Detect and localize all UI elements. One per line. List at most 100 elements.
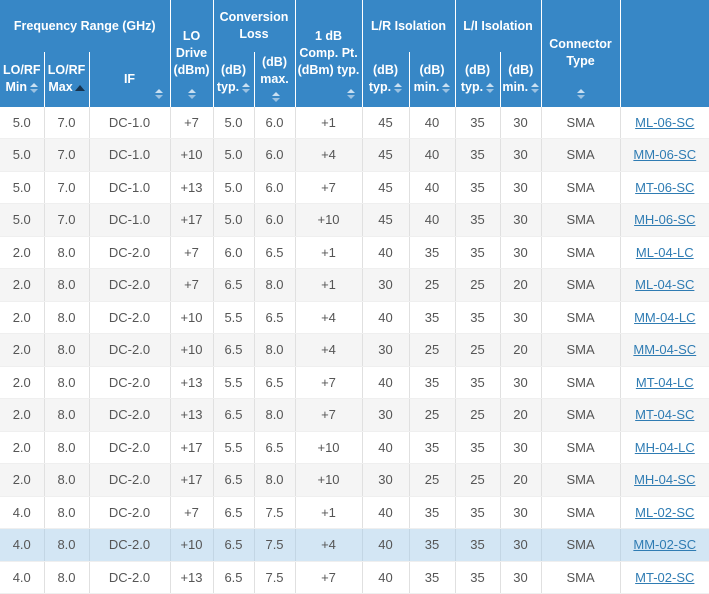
header-label: (dB) typ. [460, 63, 491, 95]
cell-li-isolation-min: 30 [500, 496, 542, 530]
header-lo-rf-max[interactable]: LO/RF Max [44, 52, 90, 107]
cell-model: MM-06-SC [620, 138, 709, 172]
table-body: 5.0 7.0 DC-1.0 +7 5.0 6.0 +1 45 40 35 30 SMA ML-06-S… [0, 106, 709, 594]
sort-icon[interactable] [576, 88, 585, 99]
cell-connector-type: SMA [541, 528, 621, 562]
cell-lo-rf-min: 4.0 [0, 561, 45, 594]
header-label: Connector Type [549, 37, 612, 69]
cell-comp-pt: +1 [295, 236, 363, 270]
cell-connector-type: SMA [541, 171, 621, 205]
model-link[interactable]: MH-04-LC [634, 439, 695, 455]
header-label: LO/RF Max [47, 63, 86, 95]
cell-connector-type: SMA [541, 301, 621, 335]
table-row: 2.0 8.0 DC-2.0 +13 6.5 8.0 +7 30 25 25 20 SMA MT-04-… [0, 398, 709, 432]
cell-conversion-loss-max: 8.0 [254, 463, 296, 497]
header-label: (dB) typ. [368, 63, 399, 95]
header-li-isolation-min[interactable]: (dB) min. [500, 52, 542, 107]
model-link[interactable]: MT-06-SC [635, 179, 695, 195]
sort-icon[interactable] [187, 88, 196, 99]
model-link[interactable]: MM-06-SC [633, 147, 697, 163]
cell-li-isolation-typ: 35 [455, 528, 501, 562]
sort-icon[interactable] [346, 88, 355, 99]
table-row: 4.0 8.0 DC-2.0 +13 6.5 7.5 +7 40 35 35 30 SMA MT-02-… [0, 561, 709, 594]
cell-model: ML-02-SC [620, 496, 709, 530]
cell-if: DC-2.0 [89, 463, 171, 497]
model-link[interactable]: ML-06-SC [635, 114, 695, 130]
table-row: 5.0 7.0 DC-1.0 +10 5.0 6.0 +4 45 40 35 30 SMA MM-06-… [0, 138, 709, 172]
table-row: 2.0 8.0 DC-2.0 +13 5.5 6.5 +7 40 35 35 30 SMA MT-04-… [0, 366, 709, 400]
header-lo-rf-min[interactable]: LO/RF Min [0, 52, 45, 107]
cell-lo-rf-max: 8.0 [44, 496, 90, 530]
header-label: (dB) min. [413, 63, 445, 95]
sort-icon[interactable] [154, 88, 163, 99]
cell-lr-isolation-min: 35 [409, 528, 456, 562]
cell-lo-drive: +10 [170, 138, 214, 172]
cell-li-isolation-min: 30 [500, 171, 542, 205]
cell-lr-isolation-min: 35 [409, 236, 456, 270]
header-connector-type[interactable]: Connector Type [541, 0, 621, 107]
cell-lo-drive: +10 [170, 333, 214, 367]
cell-conversion-loss-max: 7.5 [254, 561, 296, 594]
cell-connector-type: SMA [541, 366, 621, 400]
model-link[interactable]: MM-04-SC [633, 342, 697, 358]
cell-lo-rf-min: 5.0 [0, 203, 45, 237]
header-lr-isolation-typ[interactable]: (dB) typ. [362, 52, 410, 107]
cell-li-isolation-min: 20 [500, 463, 542, 497]
cell-comp-pt: +10 [295, 203, 363, 237]
sort-icon[interactable] [394, 83, 403, 94]
header-comp-pt[interactable]: 1 dB Comp. Pt. (dBm) typ. [295, 0, 363, 107]
cell-if: DC-2.0 [89, 398, 171, 432]
cell-lr-isolation-typ: 40 [362, 301, 410, 335]
cell-li-isolation-min: 30 [500, 236, 542, 270]
header-conversion-loss-typ[interactable]: (dB) typ. [213, 52, 255, 107]
header-conversion-loss-max[interactable]: (dB) max. [254, 52, 296, 107]
cell-lo-drive: +10 [170, 528, 214, 562]
model-link[interactable]: MT-04-SC [635, 407, 695, 423]
header-model [620, 0, 709, 107]
header-conversion-loss: Conversion Loss [213, 0, 296, 52]
cell-model: MT-04-SC [620, 398, 709, 432]
model-link[interactable]: MH-04-SC [634, 472, 696, 488]
model-link[interactable]: MH-06-SC [634, 212, 696, 228]
cell-lr-isolation-typ: 30 [362, 463, 410, 497]
header-lr-isolation-min[interactable]: (dB) min. [409, 52, 456, 107]
sort-icon[interactable] [531, 83, 540, 94]
sort-icon[interactable] [442, 83, 451, 94]
model-link[interactable]: ML-04-LC [635, 244, 694, 260]
cell-comp-pt: +7 [295, 398, 363, 432]
model-link[interactable]: MM-04-LC [634, 309, 696, 325]
cell-comp-pt: +1 [295, 496, 363, 530]
cell-connector-type: SMA [541, 138, 621, 172]
cell-lo-rf-min: 2.0 [0, 431, 45, 465]
header-li-isolation-typ[interactable]: (dB) typ. [455, 52, 501, 107]
header-lo-drive[interactable]: LO Drive (dBm) [170, 0, 214, 107]
cell-lo-drive: +13 [170, 398, 214, 432]
cell-conversion-loss-max: 6.5 [254, 236, 296, 270]
cell-li-isolation-min: 20 [500, 398, 542, 432]
cell-lr-isolation-min: 35 [409, 301, 456, 335]
cell-model: ML-06-SC [620, 106, 709, 140]
model-link[interactable]: MT-02-SC [635, 569, 695, 585]
sort-icon[interactable] [486, 83, 495, 94]
cell-li-isolation-min: 20 [500, 333, 542, 367]
sort-icon[interactable] [272, 91, 280, 102]
cell-conversion-loss-typ: 6.5 [213, 561, 255, 594]
cell-conversion-loss-max: 6.5 [254, 301, 296, 335]
sort-icon[interactable] [242, 83, 251, 94]
cell-li-isolation-min: 30 [500, 431, 542, 465]
cell-comp-pt: +4 [295, 333, 363, 367]
cell-connector-type: SMA [541, 561, 621, 594]
header-if[interactable]: IF [89, 52, 171, 107]
model-link[interactable]: MM-02-SC [633, 537, 697, 553]
cell-if: DC-2.0 [89, 496, 171, 530]
sort-ascending-icon[interactable] [74, 85, 85, 92]
model-link[interactable]: MT-04-LC [635, 374, 694, 390]
cell-conversion-loss-typ: 5.0 [213, 138, 255, 172]
cell-lo-rf-min: 2.0 [0, 236, 45, 270]
header-label: (dB) max. [260, 55, 289, 86]
sort-icon[interactable] [30, 83, 39, 94]
cell-conversion-loss-typ: 5.5 [213, 431, 255, 465]
cell-comp-pt: +4 [295, 301, 363, 335]
model-link[interactable]: ML-04-SC [635, 277, 695, 293]
model-link[interactable]: ML-02-SC [635, 504, 695, 520]
